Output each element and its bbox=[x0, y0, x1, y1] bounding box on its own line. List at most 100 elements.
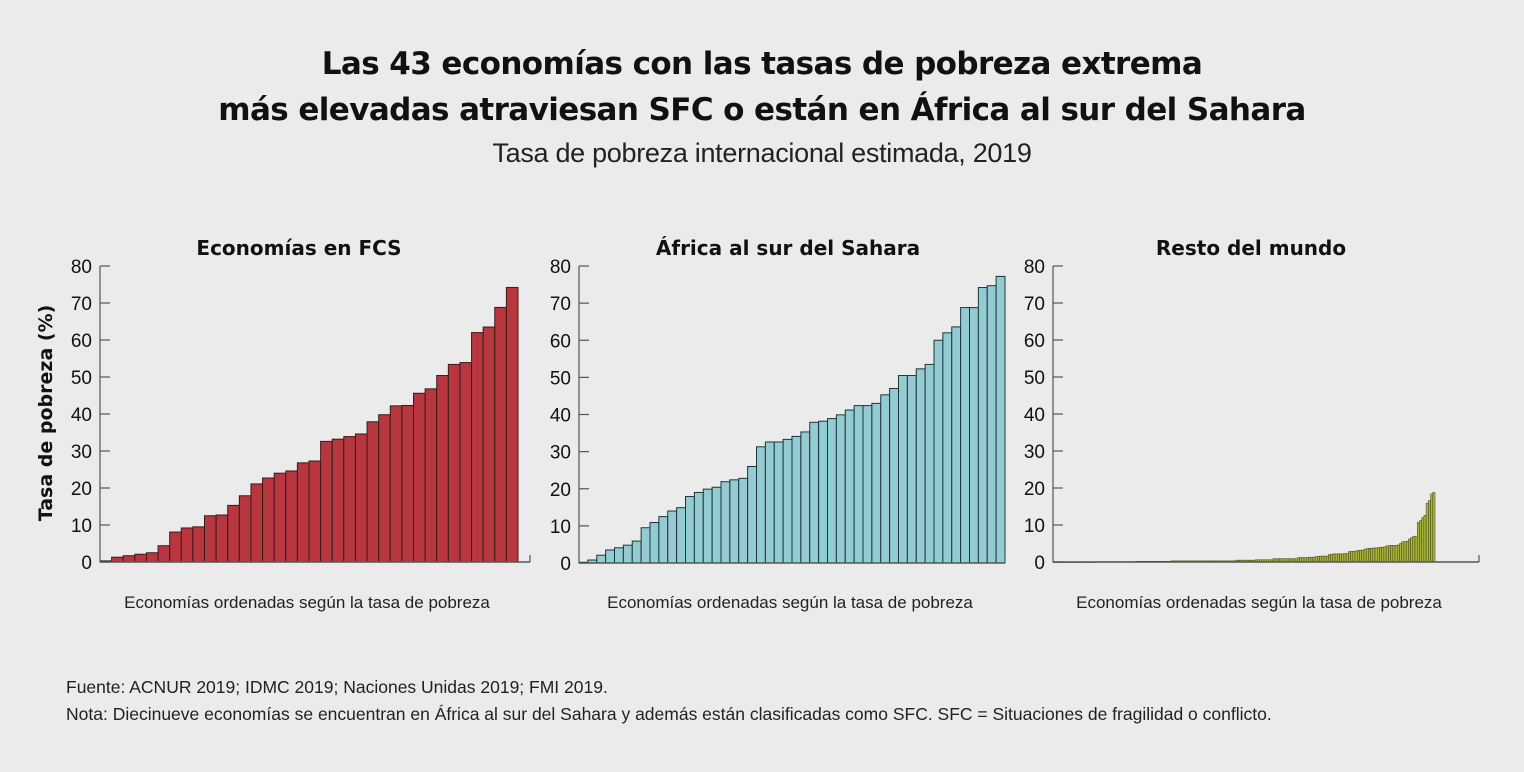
bar-africa-17 bbox=[720, 481, 731, 564]
bar-rest-of-world-172 bbox=[1432, 492, 1436, 563]
bar-rest-of-world-159 bbox=[1403, 541, 1407, 563]
bar-rest-of-world-154 bbox=[1392, 545, 1396, 563]
x-axis-label-fcs: Economías ordenadas según la tasa de pob… bbox=[124, 593, 490, 612]
bar-fcs-4 bbox=[134, 553, 147, 563]
y-tick-label: 60 bbox=[1024, 331, 1045, 352]
bar-africa-19 bbox=[738, 477, 749, 564]
y-tick-label: 30 bbox=[550, 443, 571, 464]
bar-rest-of-world-148 bbox=[1379, 546, 1382, 563]
bar-fcs-16 bbox=[273, 472, 287, 563]
y-tick-label: 50 bbox=[550, 368, 571, 389]
bar-rest-of-world-153 bbox=[1390, 545, 1394, 563]
bar-fcs-29 bbox=[424, 388, 438, 563]
bar-rest-of-world-160 bbox=[1405, 541, 1409, 563]
bar-africa-28 bbox=[818, 420, 828, 564]
bar-fcs-5 bbox=[145, 552, 159, 563]
bar-rest-of-world-135 bbox=[1350, 551, 1354, 563]
bar-rest-of-world-122 bbox=[1321, 555, 1325, 563]
bar-africa-23 bbox=[773, 441, 784, 564]
y-tick-label: 0 bbox=[560, 554, 571, 575]
bar-africa-20 bbox=[747, 465, 757, 564]
bar-rest-of-world-167 bbox=[1421, 517, 1425, 563]
chart-subtitle: Tasa de pobreza internacional estimada, … bbox=[492, 138, 1032, 168]
bar-africa-45 bbox=[969, 307, 979, 564]
bar-rest-of-world-142 bbox=[1365, 548, 1369, 563]
bar-fcs-7 bbox=[169, 531, 182, 563]
bar-rest-of-world-140 bbox=[1361, 549, 1365, 563]
bar-africa-47 bbox=[986, 285, 997, 564]
bar-rest-of-world-150 bbox=[1383, 546, 1387, 563]
bar-rest-of-world-147 bbox=[1377, 547, 1380, 563]
panel-fcs: Economías en FCS 0 10 20 30 40 50 60 70 80 Econo… bbox=[71, 236, 531, 612]
bar-rest-of-world-168 bbox=[1423, 515, 1427, 563]
bar-fcs-30 bbox=[436, 375, 449, 563]
bar-rest-of-world-146 bbox=[1374, 547, 1378, 563]
y-tick-label: 20 bbox=[71, 479, 92, 500]
bar-africa-40 bbox=[924, 363, 935, 564]
bar-fcs-27 bbox=[401, 404, 414, 563]
bar-rest-of-world-162 bbox=[1410, 537, 1414, 563]
bar-africa-8 bbox=[640, 527, 651, 564]
bar-africa-13 bbox=[685, 496, 695, 564]
y-tick-label: 40 bbox=[1024, 405, 1045, 426]
bar-rest-of-world-144 bbox=[1370, 548, 1374, 563]
y-tick-label: 0 bbox=[81, 553, 92, 574]
bar-rest-of-world-157 bbox=[1399, 543, 1402, 563]
bar-africa-18 bbox=[729, 479, 740, 564]
bar-fcs-22 bbox=[343, 436, 356, 563]
bar-fcs-10 bbox=[204, 515, 217, 563]
bar-africa-44 bbox=[960, 307, 970, 564]
bar-rest-of-world-155 bbox=[1394, 545, 1398, 563]
y-tick-label: 50 bbox=[71, 368, 92, 389]
bar-africa-35 bbox=[880, 394, 891, 564]
bar-africa-38 bbox=[906, 375, 917, 564]
y-tick-label: 60 bbox=[71, 331, 92, 352]
bar-rest-of-world-138 bbox=[1357, 550, 1360, 563]
bar-africa-25 bbox=[791, 435, 802, 564]
bar-fcs-21 bbox=[331, 438, 345, 563]
bar-rest-of-world-141 bbox=[1363, 548, 1367, 563]
y-tick-label: 30 bbox=[1024, 442, 1045, 463]
y-tick-label: 10 bbox=[71, 516, 92, 537]
panel-title-fcs: Economías en FCS bbox=[196, 236, 401, 260]
bar-rest-of-world-121 bbox=[1319, 555, 1322, 563]
panel-africa: África al sur del Sahara 0 10 20 30 40 50 60 70… bbox=[550, 236, 1006, 612]
y-tick-label: 80 bbox=[550, 257, 571, 278]
bar-rest-of-world-169 bbox=[1425, 502, 1429, 563]
bar-africa-21 bbox=[756, 446, 766, 564]
bar-rest-of-world-156 bbox=[1396, 544, 1400, 563]
bars-africa bbox=[578, 275, 1006, 564]
bar-africa-16 bbox=[711, 486, 722, 564]
y-ticks-africa: 0 10 20 30 40 50 60 70 80 bbox=[550, 257, 589, 575]
y-tick-label: 10 bbox=[1024, 516, 1045, 537]
x-axis-label-africa: Economías ordenadas según la tasa de pob… bbox=[607, 593, 973, 612]
bar-africa-42 bbox=[942, 332, 953, 564]
bar-africa-41 bbox=[933, 339, 944, 564]
y-tick-label: 50 bbox=[1024, 368, 1045, 389]
bar-africa-24 bbox=[782, 438, 793, 564]
bar-fcs-8 bbox=[180, 527, 194, 563]
bar-fcs-31 bbox=[447, 363, 461, 563]
bar-fcs-34 bbox=[482, 326, 496, 563]
bar-rest-of-world-137 bbox=[1354, 550, 1358, 563]
bar-rest-of-world-118 bbox=[1312, 556, 1316, 563]
bar-africa-32 bbox=[853, 405, 864, 564]
bar-africa-9 bbox=[649, 522, 660, 564]
bar-africa-12 bbox=[676, 507, 686, 564]
bar-fcs-19 bbox=[308, 460, 322, 563]
bar-rest-of-world-145 bbox=[1372, 547, 1376, 563]
bar-fcs-32 bbox=[459, 362, 473, 563]
bar-africa-14 bbox=[693, 491, 704, 564]
y-ticks-fcs: 0 10 20 30 40 50 60 70 80 bbox=[71, 257, 110, 574]
bar-rest-of-world-171 bbox=[1430, 493, 1434, 563]
bar-fcs-2 bbox=[111, 556, 124, 563]
bar-africa-34 bbox=[871, 402, 882, 564]
bar-rest-of-world-161 bbox=[1408, 538, 1411, 563]
y-tick-label: 80 bbox=[1024, 257, 1045, 278]
y-axis-label: Tasa de pobreza (%) bbox=[35, 305, 57, 522]
axes-africa bbox=[578, 266, 1006, 564]
y-tick-label: 10 bbox=[550, 517, 571, 538]
panel-title-africa: África al sur del Sahara bbox=[656, 236, 920, 260]
bar-africa-43 bbox=[951, 326, 962, 564]
